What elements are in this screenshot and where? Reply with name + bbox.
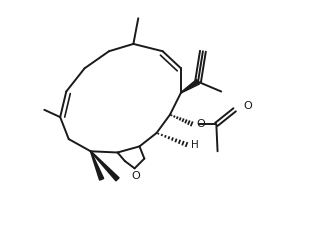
Polygon shape	[181, 80, 199, 93]
Text: O: O	[131, 171, 140, 181]
Polygon shape	[91, 151, 119, 181]
Text: O: O	[196, 120, 205, 129]
Text: O: O	[243, 101, 252, 111]
Polygon shape	[91, 151, 104, 180]
Text: H: H	[191, 140, 199, 150]
